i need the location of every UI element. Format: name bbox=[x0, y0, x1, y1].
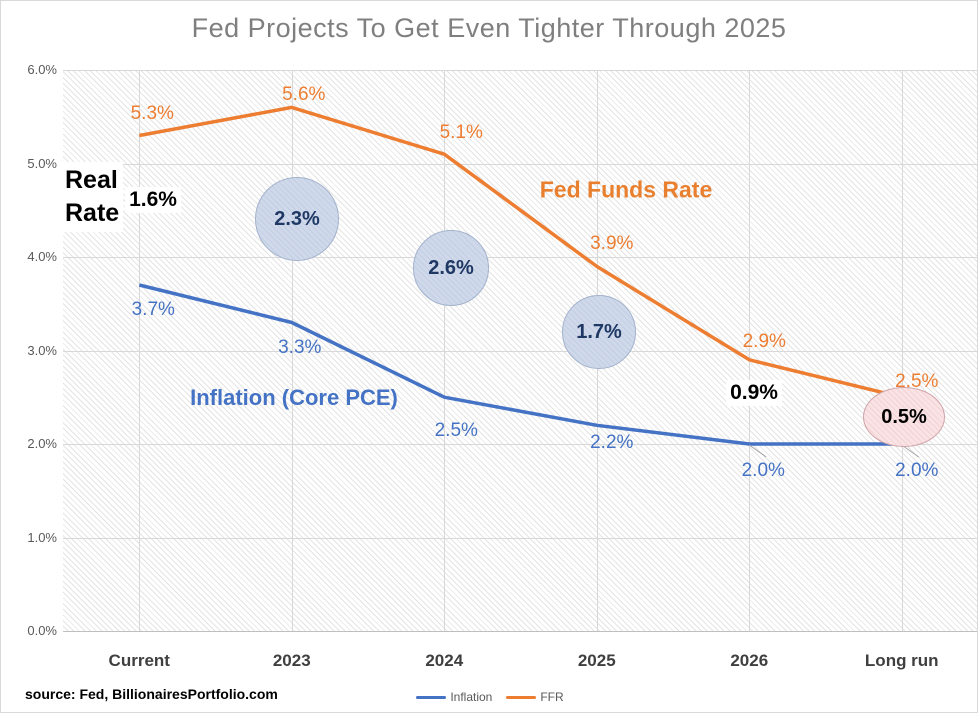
x-axis-category-label: Long run bbox=[864, 651, 939, 670]
data-label-inflation: 3.7% bbox=[131, 299, 175, 321]
v-gridline bbox=[444, 70, 446, 631]
data-label-ffr: 3.9% bbox=[590, 233, 634, 255]
real-rate-bubble: 0.5% bbox=[863, 387, 945, 447]
y-axis-tick-label: 4.0% bbox=[27, 249, 57, 264]
x-axis-line bbox=[63, 631, 977, 632]
x-axis-category-label: 2024 bbox=[425, 651, 464, 670]
y-axis-tick-label: 2.0% bbox=[27, 436, 57, 451]
h-gridline bbox=[63, 257, 977, 258]
legend: Inflation FFR bbox=[1, 690, 977, 704]
y-axis-tick-label: 1.0% bbox=[27, 529, 57, 545]
real-rate-bubble: 2.6% bbox=[413, 230, 489, 306]
real-rate-value: 1.6% bbox=[125, 187, 181, 213]
h-gridline bbox=[63, 537, 977, 539]
real-rate-line1: Real bbox=[65, 166, 118, 194]
x-axis-category-label: 2023 bbox=[272, 651, 311, 670]
legend-item-ffr: FFR bbox=[506, 690, 564, 704]
data-label-inflation: 3.3% bbox=[278, 337, 322, 359]
source-note: source: Fed, BillionairesPortfolio.com bbox=[25, 686, 278, 702]
data-label-ffr: 2.9% bbox=[742, 330, 786, 352]
data-label-inflation: 2.2% bbox=[590, 432, 634, 454]
real-rate-line2: Rate bbox=[65, 199, 120, 227]
v-gridline bbox=[139, 70, 141, 631]
y-axis-tick-label: 6.0% bbox=[27, 62, 57, 77]
legend-label-ffr: FFR bbox=[540, 690, 564, 704]
legend-item-inflation: Inflation bbox=[416, 690, 492, 704]
chart-title: Fed Projects To Get Even Tighter Through… bbox=[191, 13, 787, 43]
h-gridline bbox=[63, 70, 977, 71]
data-label-ffr: 5.6% bbox=[282, 84, 326, 106]
data-label-ffr: 5.1% bbox=[439, 122, 483, 144]
x-axis-category-label: Current bbox=[108, 651, 170, 670]
h-gridline bbox=[63, 444, 977, 445]
y-axis-tick-label: 5.0% bbox=[27, 155, 57, 171]
inflation-series-annotation: Inflation (Core PCE) bbox=[190, 385, 398, 410]
data-label-inflation: 2.0% bbox=[741, 460, 785, 481]
data-label-inflation: 2.0% bbox=[895, 460, 939, 481]
real-rate-bubble: 2.3% bbox=[255, 177, 339, 261]
y-axis-tick-label: 0.0% bbox=[27, 623, 57, 638]
y-axis-tick-label: 3.0% bbox=[27, 342, 57, 358]
x-axis-category-label: 2025 bbox=[577, 651, 616, 670]
legend-swatch-inflation bbox=[416, 695, 447, 699]
real-rate-annotation: Real Rate bbox=[61, 162, 124, 232]
data-label-ffr: 5.3% bbox=[130, 103, 174, 125]
h-gridline bbox=[63, 163, 977, 165]
legend-label-inflation: Inflation bbox=[450, 690, 493, 704]
ffr-series-annotation: Fed Funds Rate bbox=[539, 176, 713, 203]
x-axis-category-label: 2026 bbox=[730, 651, 769, 670]
h-gridline bbox=[63, 350, 977, 352]
legend-swatch-ffr bbox=[506, 695, 537, 699]
real-rate-value: 0.9% bbox=[726, 380, 782, 406]
data-label-inflation: 2.5% bbox=[434, 420, 478, 442]
real-rate-bubble: 1.7% bbox=[562, 295, 636, 369]
v-gridline bbox=[901, 70, 903, 631]
